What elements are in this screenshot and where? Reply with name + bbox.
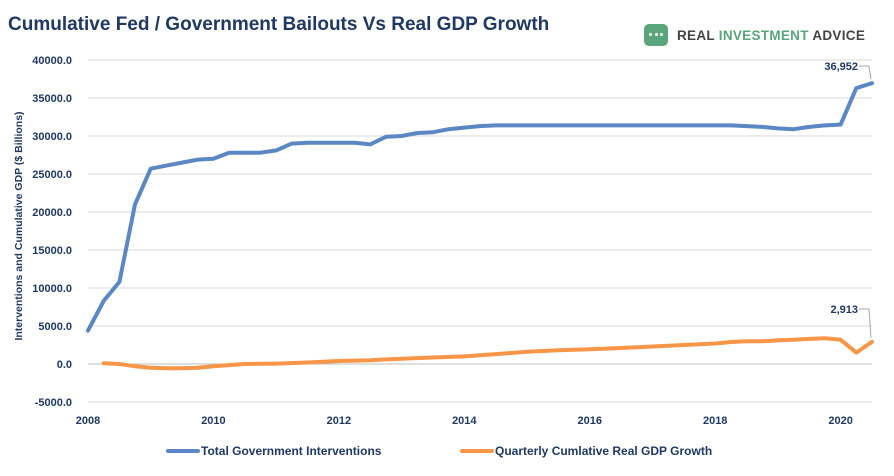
x-tick-label: 2018 bbox=[703, 415, 727, 427]
y-tick-label: 40000.0 bbox=[32, 55, 72, 67]
series-line-interventions bbox=[86, 81, 874, 333]
x-tick-label: 2008 bbox=[76, 415, 100, 427]
logo-text-suffix: ADVICE bbox=[808, 27, 866, 43]
y-tick-label: 0.0 bbox=[57, 359, 72, 371]
chart-title: Cumulative Fed / Government Bailouts Vs … bbox=[8, 14, 550, 35]
series-line-gdp-growth bbox=[101, 336, 874, 371]
x-tick-label: 2014 bbox=[452, 415, 477, 427]
y-axis-label: Interventions and Cumulative GDP ($ Bill… bbox=[13, 111, 25, 340]
y-tick-label: 15000.0 bbox=[32, 245, 72, 257]
y-tick-label: 35000.0 bbox=[32, 93, 72, 105]
logo-mark-icon bbox=[644, 24, 668, 46]
legend-label: Quarterly Cumlative Real GDP Growth bbox=[495, 444, 712, 458]
annotation-label: 36,952 bbox=[824, 61, 858, 73]
logo-text: REAL INVESTMENT ADVICE bbox=[677, 28, 865, 43]
annotation-leader bbox=[859, 308, 872, 338]
y-tick-label: -5000.0 bbox=[35, 397, 72, 409]
x-tick-label: 2016 bbox=[578, 415, 602, 427]
legend-label: Total Government Interventions bbox=[201, 444, 382, 458]
y-tick-label: 10000.0 bbox=[32, 283, 72, 295]
y-tick-label: 25000.0 bbox=[32, 169, 72, 181]
x-tick-label: 2010 bbox=[201, 415, 225, 427]
annotation-leader bbox=[859, 65, 872, 80]
logo-text-prefix: REAL bbox=[677, 27, 719, 43]
annotation-label: 2,913 bbox=[830, 304, 858, 316]
logo-text-highlight: INVESTMENT bbox=[718, 27, 809, 43]
y-tick-label: 30000.0 bbox=[32, 131, 72, 143]
brand-logo: REAL INVESTMENT ADVICE bbox=[644, 24, 865, 46]
y-tick-label: 5000.0 bbox=[38, 321, 72, 333]
x-tick-label: 2012 bbox=[327, 415, 351, 427]
y-tick-label: 20000.0 bbox=[32, 207, 72, 219]
x-tick-label: 2020 bbox=[828, 415, 852, 427]
